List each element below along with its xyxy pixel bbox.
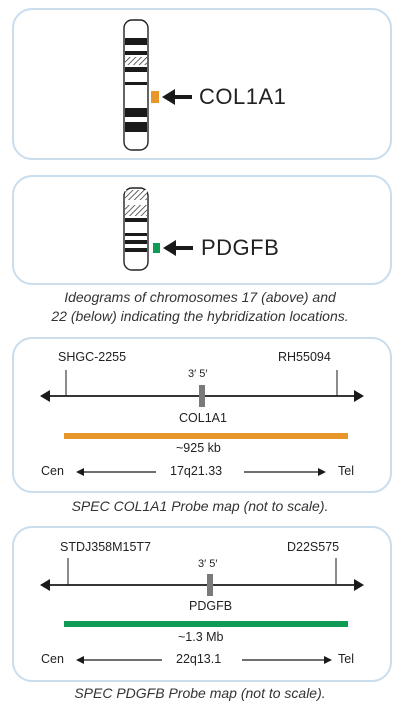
- pdgfb-probe-caption: SPEC PDGFB Probe map (not to scale).: [0, 684, 400, 703]
- col1a1-right-marker: RH55094: [278, 350, 331, 364]
- pdgfb-tel-label: Tel: [338, 652, 354, 666]
- pdgfb-cen-label: Cen: [41, 652, 64, 666]
- pdgfb-left-marker: STDJ358M15T7: [60, 540, 151, 554]
- pdgfb-strand-label: 3′ 5′: [198, 558, 217, 570]
- pdgfb-probe-bar: [64, 621, 348, 627]
- pdgfb-gene-name: PDGFB: [189, 599, 232, 613]
- pdgfb-probe-size: ~1.3 Mb: [178, 630, 224, 644]
- col1a1-probe-bar: [64, 433, 348, 439]
- chr22-pdgfb-marker: [153, 243, 160, 253]
- chr17-pointer-arrow: [162, 89, 192, 105]
- col1a1-gene-mark: [199, 385, 205, 407]
- col1a1-strand-label: 3′ 5′: [188, 368, 207, 380]
- col1a1-cen-label: Cen: [41, 464, 64, 478]
- chr17-col1a1-marker: [151, 91, 159, 103]
- ideogram-caption-line1: Ideograms of chromosomes 17 (above) and: [0, 288, 400, 307]
- col1a1-left-marker: SHGC-2255: [58, 350, 126, 364]
- chr22-pointer-arrow: [163, 240, 193, 256]
- pdgfb-band-label: 22q13.1: [176, 652, 221, 666]
- col1a1-band-label: 17q21.33: [170, 464, 222, 478]
- pdgfb-gene-mark: [207, 574, 213, 596]
- ideogram-caption-line2: 22 (below) indicating the hybridization …: [0, 307, 400, 326]
- col1a1-probe-size: ~925 kb: [176, 441, 221, 455]
- ideogram-caption: Ideograms of chromosomes 17 (above) and …: [0, 288, 400, 326]
- col1a1-gene-name: COL1A1: [179, 411, 227, 425]
- pdgfb-right-marker: D22S575: [287, 540, 339, 554]
- col1a1-tel-label: Tel: [338, 464, 354, 478]
- chr22-ideogram: [124, 188, 148, 270]
- chr22-gene-label: PDGFB: [201, 235, 279, 261]
- col1a1-probe-caption: SPEC COL1A1 Probe map (not to scale).: [0, 497, 400, 516]
- chr17-ideogram: [124, 20, 148, 150]
- chr17-gene-label: COL1A1: [199, 84, 286, 110]
